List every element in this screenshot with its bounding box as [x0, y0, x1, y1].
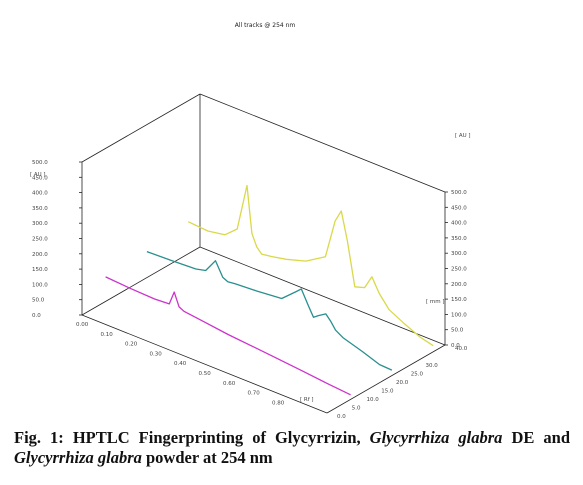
z-tick-label: 5.0 [352, 406, 361, 412]
y-axis-unit-right: [ AU ] [455, 133, 471, 139]
x-tick-label: 0.60 [223, 381, 236, 387]
chart-axes [79, 93, 448, 414]
hptlc-3d-chart: All tracks @ 254 nm [ AU ] [ AU ] [ Rf ]… [30, 22, 471, 420]
caption-prefix: Fig. 1: HPTLC Fingerprinting of Glycyrri… [14, 428, 370, 447]
y-tick-right-label: 50.0 [451, 328, 464, 334]
caption-suffix: powder at 254 nm [141, 448, 273, 467]
z-tick-label: 40.0 [455, 346, 468, 352]
x-tick-label: 0.00 [76, 322, 89, 328]
y-tick-left-label: 450.0 [32, 175, 48, 181]
series-line-track-1 [105, 276, 351, 396]
chart-ticks: 500.0 450.0 400.0 350.0 300.0 250.0 200.0 150.0… [32, 160, 468, 420]
y-tick-left-label: 50.0 [32, 298, 45, 304]
y-tick-left-label: 200.0 [32, 252, 48, 258]
top-left-depth-edge [81, 93, 201, 163]
x-tick-label: 0.40 [174, 361, 187, 367]
back-top-edge [199, 93, 446, 193]
bottom-left-depth-edge [81, 246, 201, 316]
y-tick-right-label: 100.0 [451, 312, 467, 318]
z-tick-label: 20.0 [396, 380, 409, 386]
y-tick-right-label: 250.0 [451, 267, 467, 273]
right-depth-axis [326, 344, 446, 414]
x-tick-label: 0.30 [150, 351, 163, 357]
z-tick-label: 10.0 [367, 397, 380, 403]
y-tick-right-label: 350.0 [451, 236, 467, 242]
y-axis-unit-left: [ AU ] [30, 172, 46, 178]
series-line-track-2 [146, 250, 393, 371]
y-tick-left-label: 150.0 [32, 267, 48, 273]
x-tick-label: 0.20 [125, 342, 138, 348]
y-tick-left-label: 250.0 [32, 237, 48, 243]
caption-middle: DE and [502, 428, 570, 447]
z-tick-label: 25.0 [411, 372, 424, 378]
z-tick-label: 30.0 [426, 363, 439, 369]
caption-italic-1: Glycyrrhiza glabra [369, 428, 503, 447]
x-tick-label: 0.70 [248, 391, 261, 397]
y-tick-right-label: 500.0 [451, 190, 467, 196]
y-tick-left-label: 0.0 [32, 313, 41, 319]
series-line-track-3 [187, 184, 434, 347]
chart-title: All tracks @ 254 nm [235, 22, 296, 29]
y-tick-right-label: 300.0 [451, 251, 467, 257]
figure-caption: Fig. 1: HPTLC Fingerprinting of Glycyrri… [14, 428, 570, 468]
x-axis-unit: [ Rf ] [300, 397, 314, 403]
front-bottom-axis [81, 314, 328, 414]
y-tick-left-label: 400.0 [32, 191, 48, 197]
x-tick-label: 0.10 [101, 332, 114, 338]
z-tick-label: 15.0 [381, 389, 394, 395]
y-tick-right-label: 450.0 [451, 205, 467, 211]
y-tick-left-label: 350.0 [32, 206, 48, 212]
caption-italic-2: Glycyrrhiza glabra [14, 448, 142, 467]
z-tick-label: 0.0 [337, 414, 346, 420]
back-bottom-edge [199, 246, 446, 346]
y-tick-right-label: 200.0 [451, 282, 467, 288]
z-axis-unit: [ mm ] [426, 299, 445, 305]
y-tick-right-label: 0.0 [451, 343, 460, 349]
x-tick-label: 0.80 [272, 400, 285, 406]
x-tick-label: 0.50 [199, 371, 212, 377]
chart-series [105, 184, 434, 396]
y-tick-right-label: 400.0 [451, 221, 467, 227]
y-tick-left-label: 100.0 [32, 282, 48, 288]
y-tick-left-label: 500.0 [32, 160, 48, 166]
y-tick-right-label: 150.0 [451, 297, 467, 303]
y-tick-left-label: 300.0 [32, 221, 48, 227]
